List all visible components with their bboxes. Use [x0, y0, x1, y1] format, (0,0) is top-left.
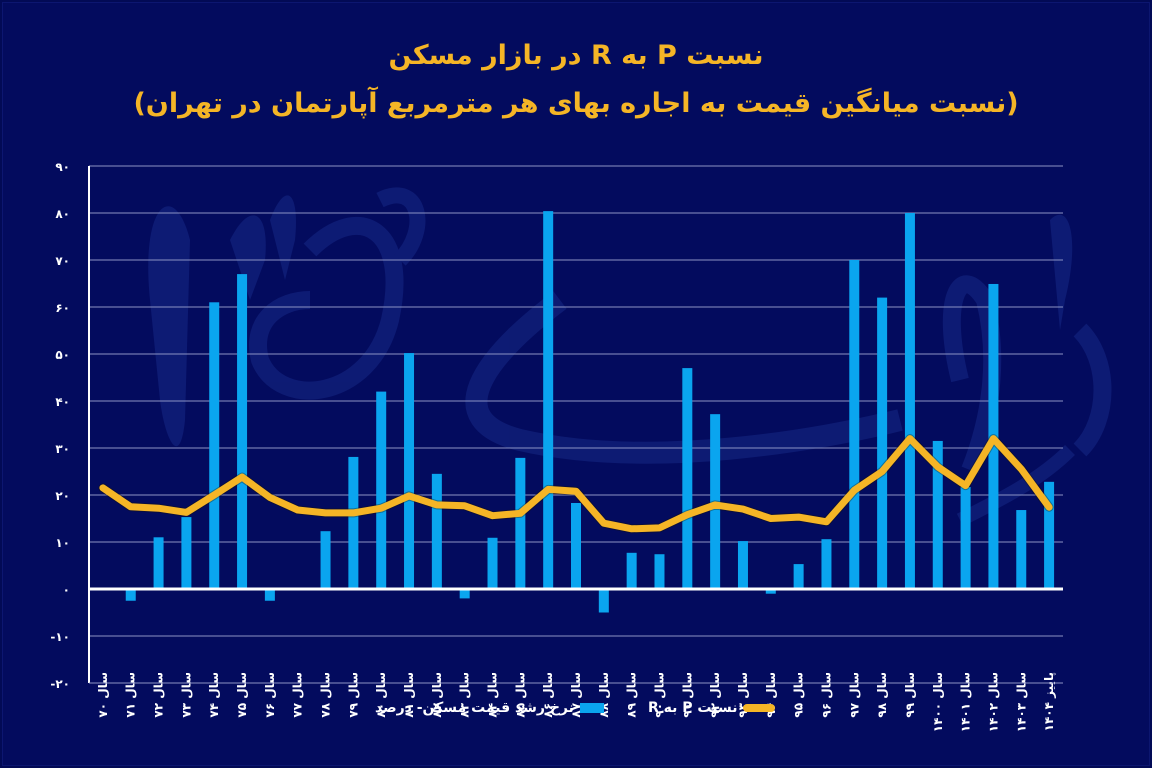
bar	[153, 537, 164, 589]
bar	[404, 353, 415, 589]
bar-swatch-icon	[579, 703, 604, 713]
watermark-logo	[148, 187, 1112, 527]
x-tick-label: سال ۱۴۰۱	[959, 672, 973, 732]
bar	[264, 589, 275, 601]
y-tick-label: ۶۰	[55, 301, 70, 315]
bar	[515, 457, 526, 589]
x-tick-label: سال ۱۴۰۰	[931, 672, 945, 732]
bar	[904, 213, 915, 589]
legend-bar-label: نرخ رشد قیمت مسکن- درصد	[375, 700, 574, 716]
bar	[737, 541, 748, 589]
bar	[125, 589, 136, 601]
bar	[571, 502, 581, 589]
bar	[1016, 510, 1027, 589]
bar	[793, 564, 804, 589]
bar	[1044, 481, 1055, 589]
chart-title: نسبت P به R در بازار مسکن	[388, 40, 764, 71]
bar	[459, 589, 470, 599]
legend-line-label: نسبت P به R	[648, 700, 738, 716]
y-tick-label: -۲۰	[50, 677, 70, 691]
bar	[598, 589, 609, 613]
bar	[654, 554, 665, 589]
y-tick-label: ۱۰	[55, 536, 70, 550]
chart-subtitle: (نسبت میانگین قیمت به اجاره بهای هر مترم…	[133, 88, 1019, 119]
y-tick-label: ۷۰	[55, 254, 70, 268]
bar	[487, 537, 498, 589]
y-tick-label: ۸۰	[55, 207, 70, 221]
line-series	[98, 434, 1054, 534]
bar	[237, 274, 248, 589]
legend-item-bar: نرخ رشد قیمت مسکن- درصد	[375, 700, 604, 716]
bar-series	[125, 211, 1055, 613]
y-tick-label: ۹۰	[55, 160, 70, 174]
bar	[849, 260, 860, 589]
y-tick-label: -۱۰	[50, 630, 70, 644]
bar	[320, 531, 331, 589]
x-tick-label: سال ۱۴۰۳	[1014, 672, 1028, 732]
y-tick-label: ۴۰	[55, 395, 70, 409]
x-tick-label: پاییز ۱۴۰۴	[1042, 672, 1056, 731]
y-tick-label: ۳۰	[55, 442, 70, 456]
bar	[348, 456, 359, 589]
bar	[877, 297, 888, 589]
legend: نرخ رشد قیمت مسکن- درصد نسبت P به R	[0, 700, 1152, 724]
bar	[376, 391, 387, 589]
bar	[765, 589, 776, 594]
bar	[209, 302, 220, 589]
bar	[932, 440, 943, 589]
bar	[682, 368, 693, 589]
legend-item-line: نسبت P به R	[648, 700, 776, 716]
p-to-r-line	[99, 435, 1053, 533]
x-tick-label: سال ۱۴۰۲	[986, 672, 1000, 732]
y-axis-ticks: -۲۰ -۱۰ ۰ ۱۰ ۲۰ ۳۰ ۴۰ ۵۰ ۶۰ ۷۰ ۸۰ ۹۰	[50, 160, 70, 691]
bar	[543, 211, 554, 589]
y-tick-label: ۵۰	[55, 348, 70, 362]
bar	[821, 539, 832, 589]
y-tick-label: ۲۰	[55, 489, 70, 503]
bar	[181, 517, 192, 589]
line-swatch-icon	[743, 704, 776, 712]
bar	[960, 487, 971, 589]
bar	[626, 552, 637, 589]
y-tick-label: ۰	[63, 583, 70, 597]
bar	[431, 473, 442, 589]
